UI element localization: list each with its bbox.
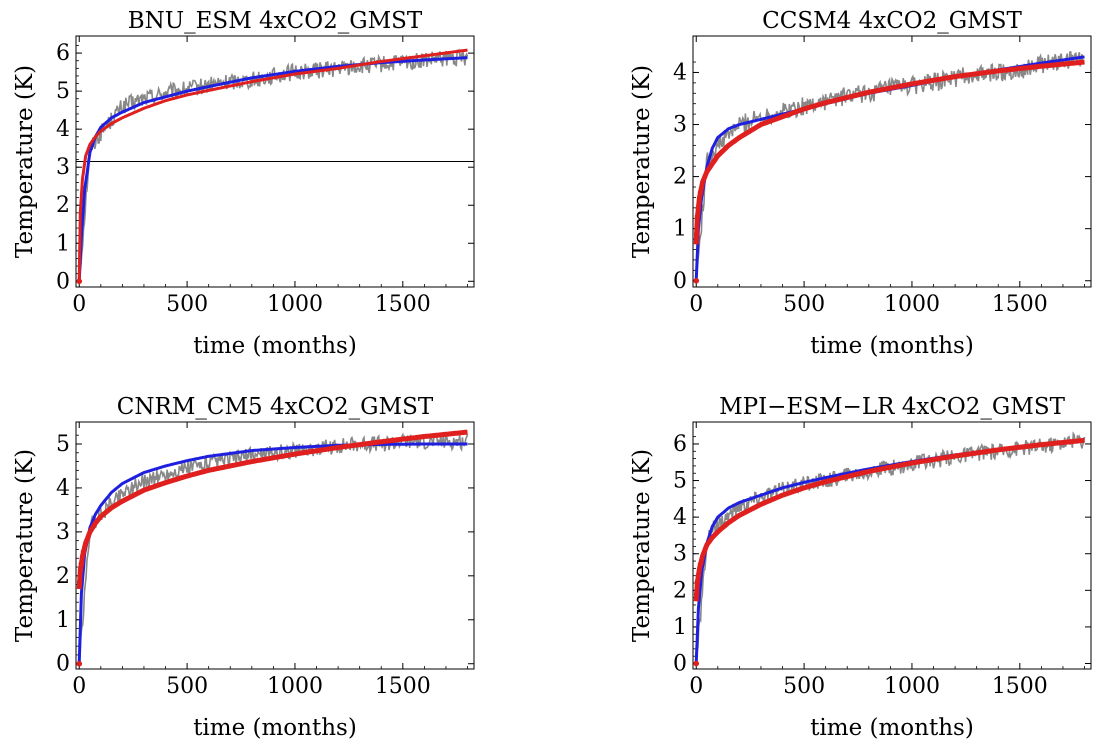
x-tick-label: 0 <box>689 674 703 699</box>
series-fit-line <box>77 56 468 282</box>
y-tick-label: 5 <box>56 79 70 104</box>
series-point <box>697 189 704 196</box>
y-tick-label: 1 <box>56 231 70 256</box>
y-tick-label: 3 <box>56 520 70 545</box>
x-tick-label: 1000 <box>884 292 940 317</box>
chart-title: CNRM_CM5 4xCO2_GMST <box>117 394 434 420</box>
y-tick-label: 2 <box>56 564 70 589</box>
chart-panel-3: CNRM_CM5 4xCO2_GMST 0 500 1000 1500 0 1 2 3 4 5 tim… <box>12 394 475 741</box>
y-tick-label: 4 <box>56 117 70 142</box>
y-tick-label: 4 <box>56 476 70 501</box>
y-tick-label: 5 <box>56 432 70 457</box>
x-tick-label: 0 <box>72 292 86 317</box>
origin-point <box>76 278 83 285</box>
x-tick-label: 0 <box>72 674 86 699</box>
origin-point <box>76 660 83 667</box>
y-tick-label: 5 <box>673 469 687 494</box>
series-noisy-data <box>78 432 469 664</box>
y-tick-label: 2 <box>673 165 687 190</box>
series-fit-dots <box>693 59 1085 245</box>
x-tick-label: 1000 <box>267 292 323 317</box>
y-tick-label: 4 <box>673 505 687 530</box>
y-tick-label: 1 <box>673 615 687 640</box>
origin-point <box>693 660 700 667</box>
x-tick-label: 1500 <box>375 292 431 317</box>
series-point <box>693 231 700 237</box>
x-tick-label: 0 <box>689 292 703 317</box>
chart-panel-4: MPI−ESM−LR 4xCO2_GMST 0 500 1000 1500 0 1 2 3 4 5 6… <box>629 394 1092 741</box>
series-point <box>694 578 701 585</box>
x-tick-label: 1500 <box>992 292 1048 317</box>
y-tick-label: 0 <box>56 269 70 294</box>
y-tick-label: 1 <box>56 608 70 633</box>
series-noisy-data <box>78 48 469 282</box>
series-fit-dots <box>693 437 1085 602</box>
chart-panel-2: CCSM4 4xCO2_GMST 0 500 1000 1500 0 1 2 3 4 time (m… <box>629 8 1092 359</box>
series-point <box>77 567 84 573</box>
series-point <box>697 561 704 567</box>
y-tick-label: 1 <box>673 217 687 242</box>
x-tick-label: 500 <box>783 292 825 317</box>
x-tick-label: 500 <box>783 674 825 699</box>
y-tick-label: 6 <box>56 41 70 66</box>
plot-frame <box>692 421 1092 670</box>
x-tick-label: 1000 <box>884 674 940 699</box>
x-axis-label: time (months) <box>810 715 974 741</box>
chart-panel-1: BNU_ESM 4xCO2_GMST 0 500 1000 1500 0 1 2 3 4 5 6 tim… <box>12 8 475 359</box>
y-tick-label: 3 <box>673 113 687 138</box>
series-fit-dots <box>76 429 468 590</box>
y-axis-label: Temperature (K) <box>12 65 38 258</box>
y-tick-label: 2 <box>673 578 687 603</box>
y-tick-label: 0 <box>56 652 70 677</box>
series-point <box>78 560 85 567</box>
y-axis-label: Temperature (K) <box>12 449 38 642</box>
plot-frame <box>692 35 1092 288</box>
chart-title: MPI−ESM−LR 4xCO2_GMST <box>719 394 1066 420</box>
x-axis-label: time (months) <box>193 333 357 359</box>
y-axis-label: Temperature (K) <box>629 65 655 258</box>
x-axis-label: time (months) <box>193 715 357 741</box>
y-tick-label: 3 <box>56 155 70 180</box>
y-axis-label: Temperature (K) <box>629 449 655 642</box>
x-tick-label: 500 <box>166 674 208 699</box>
series-point <box>693 591 700 597</box>
y-tick-label: 6 <box>673 432 687 457</box>
x-tick-label: 1500 <box>992 674 1048 699</box>
series-fit-line <box>77 442 468 664</box>
series-point <box>80 548 87 555</box>
chart-title: CCSM4 4xCO2_GMST <box>762 8 1022 34</box>
x-axis-label: time (months) <box>810 333 974 359</box>
y-tick-label: 2 <box>56 193 70 218</box>
series-point <box>695 205 702 211</box>
y-tick-label: 0 <box>673 269 687 294</box>
origin-point <box>693 277 700 284</box>
y-tick-label: 0 <box>673 652 687 677</box>
chart-title: BNU_ESM 4xCO2_GMST <box>128 8 423 34</box>
series-fit-line <box>77 48 468 282</box>
series-point <box>76 579 83 585</box>
series-point <box>695 572 702 579</box>
series-point <box>694 213 701 219</box>
x-tick-label: 1500 <box>375 674 431 699</box>
x-tick-label: 500 <box>166 292 208 317</box>
x-tick-label: 1000 <box>267 674 323 699</box>
plot-frame <box>75 421 475 670</box>
y-tick-label: 4 <box>673 60 687 85</box>
y-tick-label: 3 <box>673 542 687 567</box>
